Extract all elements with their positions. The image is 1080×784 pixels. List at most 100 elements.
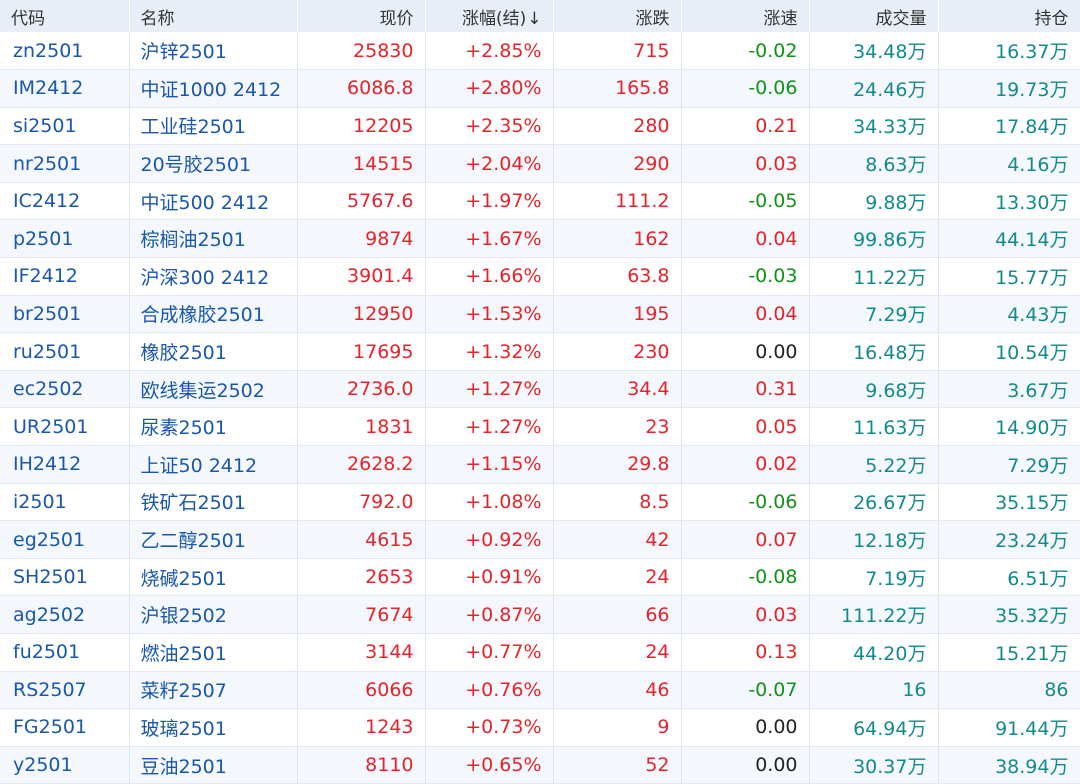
cell-speed: -0.02	[681, 32, 810, 71]
table-row[interactable]: y2501 豆油2501 8110 +0.65% 52 0.00 30.37万 38.94万	[0, 746, 1080, 784]
cell-volume: 9.88万	[809, 182, 939, 221]
cell-change-pct: +2.04%	[425, 144, 554, 183]
table-row[interactable]: p2501 棕榈油2501 9874 +1.67% 162 0.04 99.86万 44.14…	[0, 219, 1080, 259]
cell-name[interactable]: 上证50 2412	[129, 445, 298, 484]
cell-change-pct: +0.91%	[425, 558, 554, 597]
cell-name[interactable]: 豆油2501	[129, 746, 298, 784]
cell-change-pct: +0.73%	[425, 708, 554, 747]
cell-name[interactable]: 燃油2501	[129, 633, 298, 672]
table-row[interactable]: fu2501 燃油2501 3144 +0.77% 24 0.13 44.20万 15.21万	[0, 633, 1080, 672]
cell-name[interactable]: 沪银2502	[129, 595, 298, 634]
cell-open-interest: 91.44万	[938, 708, 1080, 747]
cell-name[interactable]: 中证500 2412	[129, 182, 298, 221]
cell-change-pct: +2.35%	[425, 107, 554, 146]
table-row[interactable]: zn2501 沪锌2501 25830 +2.85% 715 -0.02 34.48万 16.…	[0, 32, 1080, 71]
cell-name[interactable]: 烧碱2501	[129, 558, 298, 597]
cell-price: 2736.0	[297, 370, 426, 409]
cell-name[interactable]: 沪锌2501	[129, 32, 298, 71]
cell-name[interactable]: 棕榈油2501	[129, 219, 298, 259]
cell-name[interactable]: 玻璃2501	[129, 708, 298, 747]
cell-price: 4615	[297, 520, 426, 559]
cell-change: 290	[553, 144, 682, 183]
table-row[interactable]: si2501 工业硅2501 12205 +2.35% 280 0.21 34.33万 17.…	[0, 107, 1080, 146]
cell-change-pct: +2.85%	[425, 32, 554, 71]
cell-code[interactable]: IC2412	[0, 182, 130, 221]
cell-change: 9	[553, 708, 682, 747]
cell-price: 3144	[297, 633, 426, 672]
cell-change: 63.8	[553, 257, 682, 296]
cell-code[interactable]: eg2501	[0, 520, 130, 559]
cell-code[interactable]: RS2507	[0, 671, 130, 710]
cell-name[interactable]: 橡胶2501	[129, 332, 298, 371]
table-row[interactable]: UR2501 尿素2501 1831 +1.27% 23 0.05 11.63万 14.90万	[0, 407, 1080, 447]
column-header-speed[interactable]: 涨速	[681, 0, 810, 32]
cell-speed: 0.03	[681, 144, 810, 183]
cell-code[interactable]: p2501	[0, 219, 130, 259]
cell-price: 3901.4	[297, 257, 426, 296]
cell-change-pct: +0.76%	[425, 671, 554, 710]
column-header-open-interest[interactable]: 持仓	[938, 0, 1080, 32]
cell-price: 792.0	[297, 483, 426, 522]
table-row[interactable]: ec2502 欧线集运2502 2736.0 +1.27% 34.4 0.31 9.68万 3…	[0, 370, 1080, 409]
cell-name[interactable]: 乙二醇2501	[129, 520, 298, 559]
table-row[interactable]: ru2501 橡胶2501 17695 +1.32% 230 0.00 16.48万 10.5…	[0, 332, 1080, 371]
table-row[interactable]: IH2412 上证50 2412 2628.2 +1.15% 29.8 0.02 5.22万…	[0, 445, 1080, 484]
cell-code[interactable]: zn2501	[0, 32, 130, 71]
cell-code[interactable]: ec2502	[0, 370, 130, 409]
cell-name[interactable]: 沪深300 2412	[129, 257, 298, 296]
cell-code[interactable]: SH2501	[0, 558, 130, 597]
cell-code[interactable]: ag2502	[0, 595, 130, 634]
cell-change-pct: +0.77%	[425, 633, 554, 672]
cell-code[interactable]: br2501	[0, 295, 130, 334]
cell-volume: 26.67万	[809, 483, 939, 522]
table-row[interactable]: br2501 合成橡胶2501 12950 +1.53% 195 0.04 7.29万 4.4…	[0, 295, 1080, 334]
cell-code[interactable]: IM2412	[0, 69, 130, 108]
cell-code[interactable]: si2501	[0, 107, 130, 146]
cell-name[interactable]: 尿素2501	[129, 407, 298, 447]
cell-code[interactable]: IF2412	[0, 257, 130, 296]
table-row[interactable]: eg2501 乙二醇2501 4615 +0.92% 42 0.07 12.18万 23.24…	[0, 520, 1080, 559]
cell-change: 230	[553, 332, 682, 371]
cell-name[interactable]: 合成橡胶2501	[129, 295, 298, 334]
table-row[interactable]: ag2502 沪银2502 7674 +0.87% 66 0.03 111.22万 35.32…	[0, 595, 1080, 634]
table-row[interactable]: i2501 铁矿石2501 792.0 +1.08% 8.5 -0.06 26.67万 35.…	[0, 483, 1080, 522]
cell-code[interactable]: ru2501	[0, 332, 130, 371]
cell-open-interest: 35.32万	[938, 595, 1080, 634]
cell-code[interactable]: IH2412	[0, 445, 130, 484]
cell-open-interest: 4.43万	[938, 295, 1080, 334]
table-row[interactable]: nr2501 20号胶2501 14515 +2.04% 290 0.03 8.63万 4.1…	[0, 144, 1080, 183]
cell-price: 7674	[297, 595, 426, 634]
cell-change: 42	[553, 520, 682, 559]
table-row[interactable]: RS2507 菜籽2507 6066 +0.76% 46 -0.07 16 86	[0, 671, 1080, 710]
cell-name[interactable]: 20号胶2501	[129, 144, 298, 183]
cell-name[interactable]: 铁矿石2501	[129, 483, 298, 522]
table-row[interactable]: IM2412 中证1000 2412 6086.8 +2.80% 165.8 -0.06 2…	[0, 69, 1080, 108]
table-row[interactable]: IC2412 中证500 2412 5767.6 +1.97% 111.2 -0.05 9.…	[0, 182, 1080, 221]
table-row[interactable]: SH2501 烧碱2501 2653 +0.91% 24 -0.08 7.19万 6.51万	[0, 558, 1080, 597]
cell-name[interactable]: 中证1000 2412	[129, 69, 298, 108]
table-row[interactable]: IF2412 沪深300 2412 3901.4 +1.66% 63.8 -0.03 11.…	[0, 257, 1080, 296]
column-header-change-pct[interactable]: 涨幅(结)↓	[425, 0, 554, 32]
column-header-name[interactable]: 名称	[129, 0, 298, 32]
cell-code[interactable]: y2501	[0, 746, 130, 784]
cell-name[interactable]: 工业硅2501	[129, 107, 298, 146]
column-header-price[interactable]: 现价	[297, 0, 426, 32]
cell-change: 24	[553, 633, 682, 672]
cell-code[interactable]: fu2501	[0, 633, 130, 672]
cell-code[interactable]: UR2501	[0, 407, 130, 447]
cell-speed: -0.06	[681, 483, 810, 522]
table-row[interactable]: FG2501 玻璃2501 1243 +0.73% 9 0.00 64.94万 91.44万	[0, 708, 1080, 747]
cell-change: 52	[553, 746, 682, 784]
column-header-code[interactable]: 代码	[0, 0, 130, 32]
cell-code[interactable]: i2501	[0, 483, 130, 522]
column-header-volume[interactable]: 成交量	[809, 0, 939, 32]
cell-name[interactable]: 菜籽2507	[129, 671, 298, 710]
cell-change-pct: +1.66%	[425, 257, 554, 296]
cell-name[interactable]: 欧线集运2502	[129, 370, 298, 409]
cell-code[interactable]: nr2501	[0, 144, 130, 183]
cell-open-interest: 16.37万	[938, 32, 1080, 71]
cell-volume: 44.20万	[809, 633, 939, 672]
cell-code[interactable]: FG2501	[0, 708, 130, 747]
cell-change-pct: +0.87%	[425, 595, 554, 634]
column-header-change[interactable]: 涨跌	[553, 0, 682, 32]
